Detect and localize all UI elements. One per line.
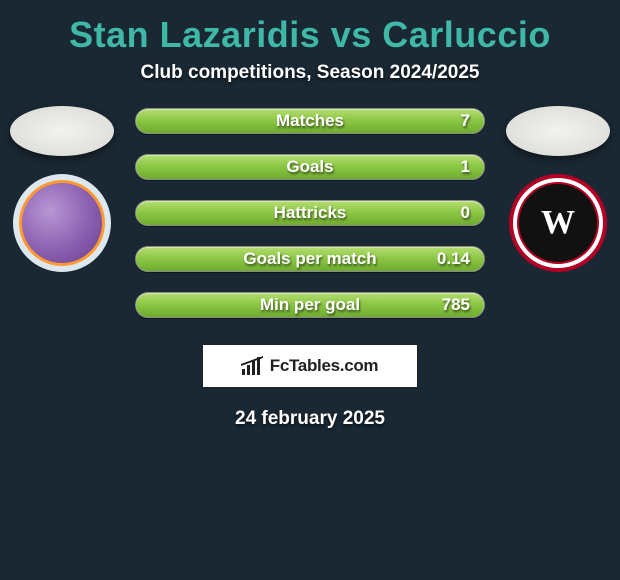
stat-bar-goals-per-match: Goals per match 0.14: [135, 246, 485, 272]
stat-value: 0.14: [437, 247, 470, 273]
player-right-photo: [506, 106, 610, 156]
stat-value: 1: [461, 155, 470, 181]
wsw-badge-icon: [509, 174, 607, 272]
stat-value: 7: [461, 109, 470, 135]
comparison-row: Matches 7 Goals 1 Hattricks 0 Goals per …: [0, 106, 620, 318]
player-left-photo: [10, 106, 114, 156]
perth-glory-badge-icon: [13, 174, 111, 272]
stats-column: Matches 7 Goals 1 Hattricks 0 Goals per …: [135, 106, 485, 318]
stat-bar-hattricks: Hattricks 0: [135, 200, 485, 226]
stat-bar-min-per-goal: Min per goal 785: [135, 292, 485, 318]
stat-bar-goals: Goals 1: [135, 154, 485, 180]
player-right-column: [503, 106, 613, 272]
chart-icon: [242, 357, 264, 375]
stat-value: 0: [461, 201, 470, 227]
page-title: Stan Lazaridis vs Carluccio: [0, 0, 620, 62]
stat-label: Goals: [136, 155, 484, 181]
stat-label: Matches: [136, 109, 484, 135]
stat-label: Goals per match: [136, 247, 484, 273]
stat-value: 785: [442, 293, 470, 319]
stat-label: Min per goal: [136, 293, 484, 319]
stat-bar-matches: Matches 7: [135, 108, 485, 134]
page-subtitle: Club competitions, Season 2024/2025: [0, 62, 620, 106]
stat-label: Hattricks: [136, 201, 484, 227]
brand-box: FcTables.com: [202, 344, 418, 388]
brand-text: FcTables.com: [270, 356, 379, 376]
player-left-column: [7, 106, 117, 272]
date-text: 24 february 2025: [0, 408, 620, 430]
